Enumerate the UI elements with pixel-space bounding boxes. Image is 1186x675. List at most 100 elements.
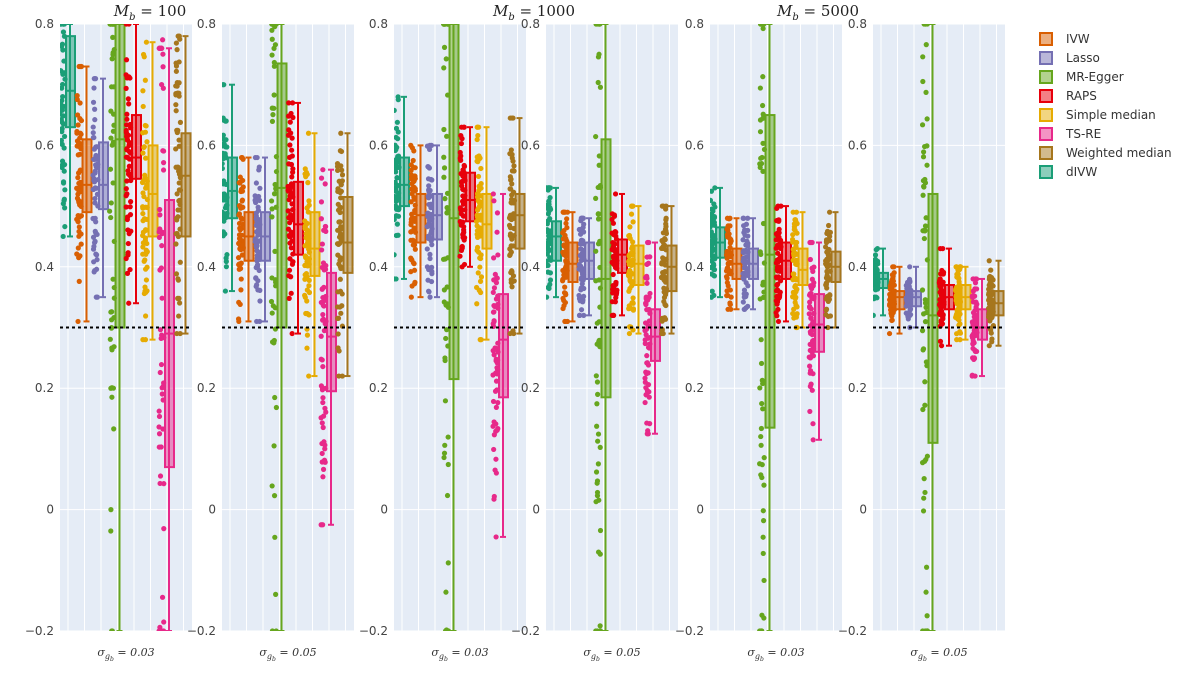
data-point [956,317,962,323]
data-point [339,291,345,297]
box-iqr [276,62,288,329]
data-point [920,508,927,514]
data-point [953,285,959,291]
data-point [320,167,326,173]
data-point [757,628,763,631]
data-point [222,165,225,172]
data-point [792,227,798,233]
data-point [920,54,926,60]
data-point [287,119,293,125]
data-point [759,102,766,109]
data-point [477,264,483,270]
panel-2: −0.2 0 0.2 0.4 0.6 0.8 σgb = 0.05 [187,17,354,663]
data-point [759,377,765,383]
data-point [494,229,500,235]
data-point [760,168,766,174]
data-point [425,277,431,283]
data-point [758,425,764,432]
data-point [493,356,499,362]
data-point [159,295,165,301]
box-iqr [180,132,192,238]
data-point [662,316,669,322]
data-point [627,224,633,230]
data-point [776,218,782,224]
box-simple-median [302,130,321,379]
y-tick-label: −0.2 [511,624,540,638]
y-tick-label: 0.8 [197,17,216,31]
data-point [507,246,513,252]
data-point [158,335,164,342]
data-point [809,338,816,344]
data-point [74,195,81,201]
data-point [238,261,244,267]
data-point [441,450,448,456]
data-point [236,220,243,227]
data-point [394,188,399,194]
data-point [394,179,398,185]
data-point [61,168,67,174]
box-mr-egger [757,24,776,631]
data-point [78,63,84,70]
panel-data [222,24,354,631]
data-point [143,313,149,319]
data-point [124,270,131,277]
data-point [810,421,816,427]
data-point [774,282,780,288]
data-point [643,301,649,307]
data-point [442,357,448,364]
data-point [222,288,229,294]
data-point [823,306,830,312]
data-point [222,135,226,141]
data-point [60,233,66,240]
data-point [123,85,129,91]
data-point [493,378,500,384]
data-point [807,299,813,305]
data-point [955,312,961,318]
legend-item: dIVW [1039,165,1097,179]
data-point [792,295,798,302]
data-point [319,440,325,447]
box-iqr [293,180,304,256]
data-point [760,406,766,412]
data-point [630,219,636,225]
data-point [442,256,448,262]
legend-swatch [1039,89,1053,103]
data-point [320,424,326,431]
data-point [922,319,929,325]
data-point [595,431,602,437]
data-point [564,216,570,222]
data-point [645,335,651,341]
data-point [304,171,310,177]
data-point [252,197,258,203]
data-point [644,254,650,260]
legend-label: Lasso [1066,51,1100,65]
data-point [561,252,567,258]
data-point [335,188,341,195]
box-iqr [514,192,526,250]
data-point [108,135,114,141]
panel-5: −0.2 0 0.2 0.4 0.6 0.8 σgb = 0.03 [675,17,842,663]
data-point [443,56,449,62]
data-point [268,198,275,204]
data-point [986,258,992,264]
data-point [144,288,150,294]
panel-3: −0.2 0 0.2 0.4 0.6 0.8 σgb = 0.03 [359,17,526,663]
data-point [174,330,180,337]
data-point [630,295,636,301]
data-point [269,27,275,33]
data-point [924,453,930,459]
data-point [643,275,649,281]
data-point [141,54,147,60]
data-point [611,261,617,268]
data-point [91,259,97,265]
box-iqr [567,241,579,283]
data-point [593,195,599,202]
box-raps [285,100,304,337]
box-iqr [927,192,939,444]
data-point [323,224,329,230]
data-point [222,215,225,221]
data-point [160,51,166,57]
data-point [579,281,585,287]
data-point [579,237,585,243]
data-point [287,220,293,226]
